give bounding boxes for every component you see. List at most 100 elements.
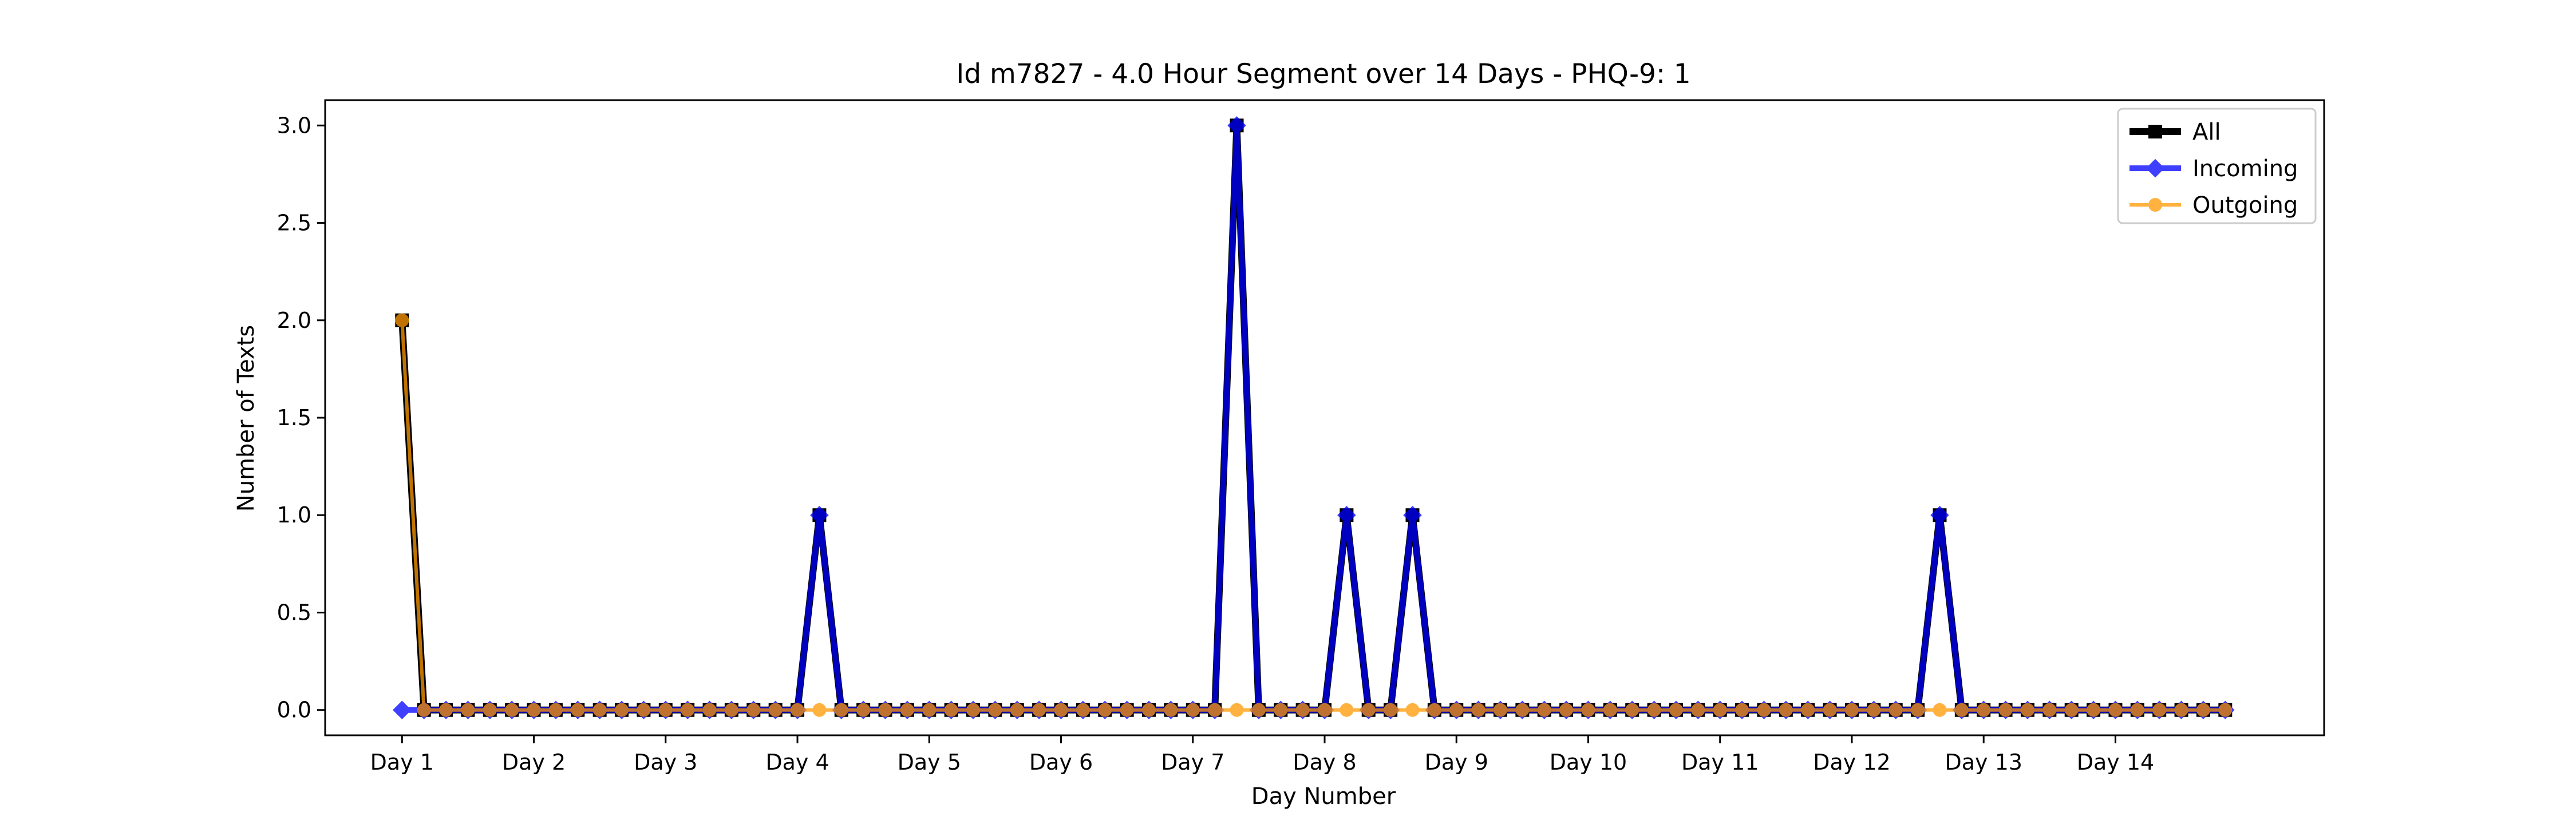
data-point-outgoing (746, 703, 761, 717)
series-outgoing (395, 313, 2233, 717)
data-point-outgoing (2064, 703, 2079, 717)
data-point-outgoing (1251, 703, 1266, 717)
data-point-outgoing (1669, 703, 1683, 717)
data-point-outgoing (1340, 703, 1354, 717)
data-point-outgoing (1142, 703, 1156, 717)
x-tick-label: Day 14 (2077, 750, 2154, 775)
data-point-outgoing (681, 703, 695, 717)
data-point-outgoing (1647, 703, 1661, 717)
data-point-outgoing (2218, 703, 2233, 717)
x-tick-label: Day 9 (1425, 750, 1488, 775)
data-point-outgoing (2020, 703, 2034, 717)
data-point-outgoing (1471, 703, 1485, 717)
data-point-incoming (1337, 505, 1356, 525)
data-point-outgoing (1954, 703, 1969, 717)
legend-marker-incoming (2146, 159, 2165, 178)
y-tick-label: 0.0 (277, 698, 311, 723)
data-point-outgoing (1581, 703, 1595, 717)
data-point-outgoing (1998, 703, 2013, 717)
data-point-outgoing (988, 703, 1002, 717)
data-point-incoming (810, 505, 829, 525)
data-point-outgoing (1844, 703, 1859, 717)
data-point-outgoing (2174, 703, 2188, 717)
legend-item-all (2129, 125, 2181, 138)
x-tick-label: Day 12 (1813, 750, 1890, 775)
data-point-outgoing (548, 703, 563, 717)
data-point-outgoing (1735, 703, 1749, 717)
data-point-outgoing (1713, 703, 1727, 717)
x-tick-label: Day 11 (1681, 750, 1759, 775)
data-point-outgoing (1010, 703, 1024, 717)
data-point-outgoing (1757, 703, 1771, 717)
data-point-outgoing (1977, 703, 1991, 717)
x-tick-label: Day 1 (370, 750, 434, 775)
x-tick-label: Day 8 (1293, 750, 1356, 775)
data-point-outgoing (592, 703, 607, 717)
data-point-outgoing (966, 703, 981, 717)
data-point-outgoing (702, 703, 717, 717)
data-point-outgoing (1164, 703, 1178, 717)
data-point-outgoing (1295, 703, 1310, 717)
legend-label-outgoing: Outgoing (2192, 192, 2298, 219)
x-tick-label: Day 5 (898, 750, 961, 775)
data-point-outgoing (1823, 703, 1837, 717)
data-point-outgoing (834, 703, 848, 717)
data-point-outgoing (1691, 703, 1705, 717)
data-point-outgoing (791, 703, 805, 717)
data-point-outgoing (856, 703, 871, 717)
y-tick-label: 0.5 (277, 600, 311, 625)
legend-item-outgoing (2129, 198, 2181, 212)
x-tick-label: Day 10 (1550, 750, 1627, 775)
legend-item-incoming (2129, 159, 2181, 178)
data-point-outgoing (1625, 703, 1639, 717)
x-tick-label: Day 3 (634, 750, 697, 775)
data-point-outgoing (1867, 703, 1881, 717)
data-point-outgoing (1559, 703, 1574, 717)
data-point-outgoing (1230, 703, 1244, 717)
data-point-outgoing (1449, 703, 1464, 717)
data-point-outgoing (1318, 703, 1332, 717)
data-point-incoming (1930, 505, 1949, 525)
data-point-incoming (393, 700, 412, 719)
plot-area: 0.0 0.5 1.0 1.5 2.0 2.5 3.0 Day 1 Day 2 Day 3 Day … (277, 99, 2325, 775)
data-point-outgoing (812, 703, 827, 717)
y-tick-label: 1.0 (277, 502, 311, 528)
data-point-outgoing (439, 703, 453, 717)
chart-title: Id m7827 - 4.0 Hour Segment over 14 Days… (956, 58, 1690, 90)
data-point-incoming (1227, 116, 1246, 135)
data-point-outgoing (395, 313, 409, 327)
data-point-outgoing (1888, 703, 1903, 717)
y-tick-label: 3.0 (277, 113, 311, 138)
x-tick-label: Day 6 (1029, 750, 1093, 775)
legend: All Incoming Outgoing (2117, 108, 2317, 224)
x-axis-label: Day Number (1251, 783, 1396, 810)
data-point-outgoing (637, 703, 651, 717)
data-point-outgoing (1933, 703, 1947, 717)
x-tick-label: Day 4 (765, 750, 829, 775)
data-point-outgoing (1384, 703, 1398, 717)
data-point-outgoing (1493, 703, 1507, 717)
data-point-outgoing (1537, 703, 1551, 717)
data-point-outgoing (1801, 703, 1815, 717)
data-point-outgoing (944, 703, 958, 717)
data-point-outgoing (768, 703, 783, 717)
legend-marker-outgoing (2148, 198, 2162, 212)
data-point-outgoing (1274, 703, 1288, 717)
data-point-outgoing (615, 703, 629, 717)
data-point-outgoing (724, 703, 738, 717)
data-point-outgoing (505, 703, 519, 717)
y-tick-label: 1.5 (277, 405, 311, 430)
data-point-outgoing (527, 703, 541, 717)
data-point-outgoing (417, 703, 431, 717)
data-point-outgoing (922, 703, 937, 717)
data-point-outgoing (878, 703, 892, 717)
y-tick-label: 2.5 (277, 211, 311, 236)
data-point-outgoing (1603, 703, 1617, 717)
data-point-outgoing (1427, 703, 1441, 717)
legend-label-all: All (2192, 119, 2221, 145)
legend-box (2117, 108, 2317, 224)
data-point-outgoing (1208, 703, 1222, 717)
data-point-outgoing (2108, 703, 2123, 717)
data-point-outgoing (900, 703, 914, 717)
